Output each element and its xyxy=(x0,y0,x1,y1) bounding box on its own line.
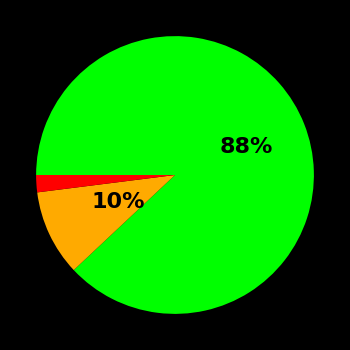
Wedge shape xyxy=(36,36,314,314)
Wedge shape xyxy=(37,175,175,270)
Text: 88%: 88% xyxy=(219,137,273,157)
Text: 10%: 10% xyxy=(92,191,145,212)
Wedge shape xyxy=(36,175,175,192)
